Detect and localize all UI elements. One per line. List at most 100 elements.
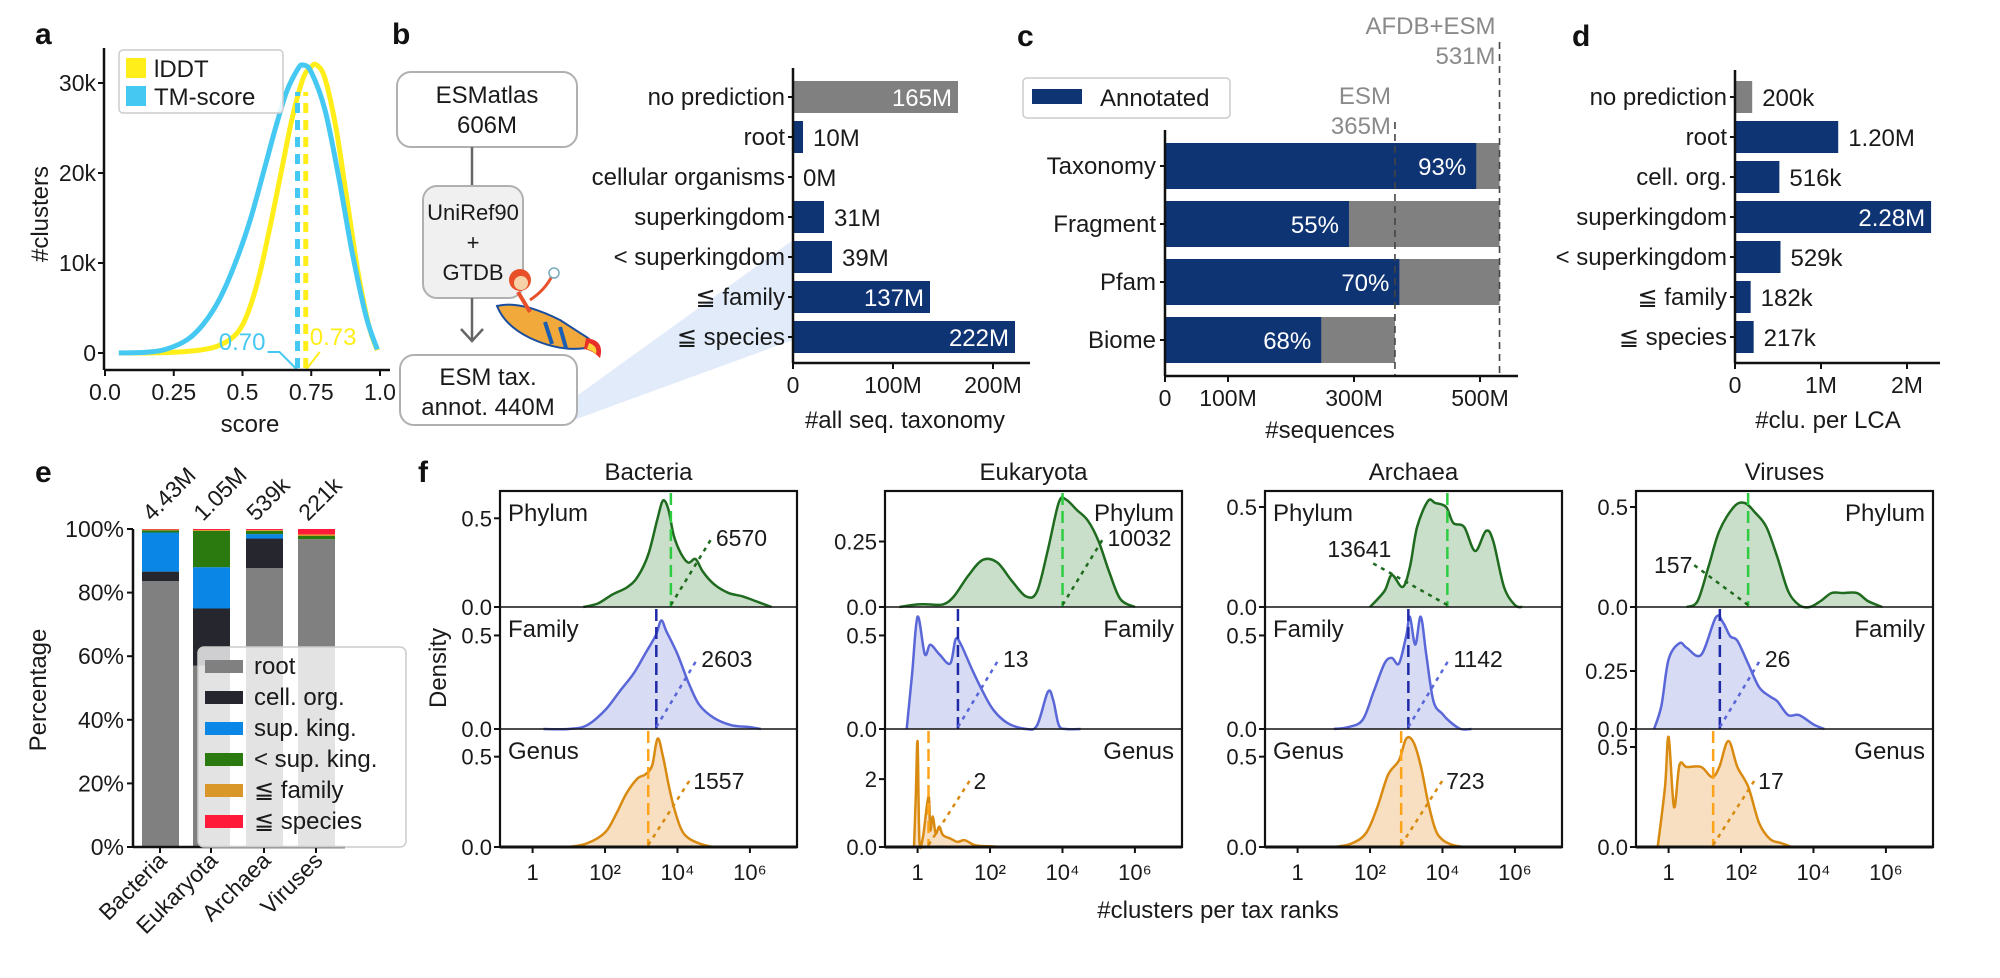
c-legend: Annotated [1022, 77, 1231, 119]
e-legend-box [197, 646, 407, 848]
a-legend-swatch-tmscore [126, 86, 146, 106]
c-percent-label: 93% [1418, 154, 1466, 181]
a-curve-lddt [118, 61, 380, 356]
d-bar-value-label: 182k [1761, 285, 1814, 312]
a-x-tick-label: 1.0 [364, 379, 396, 405]
c-percent-label: 68% [1263, 328, 1311, 355]
e-legend-swatch [205, 691, 243, 704]
e-bar-segment [142, 529, 179, 531]
f-density-curve-phylum [1369, 498, 1523, 609]
f-median-leader-phylum [1693, 563, 1749, 607]
e-legend-label: ≦ family [254, 777, 343, 804]
b-box-uniref-line3: GTDB [442, 260, 503, 285]
f-median-label-family: 13 [1003, 646, 1029, 672]
f-median-leader-phylum [1061, 537, 1105, 606]
c-x-tick-label: 300M [1325, 385, 1383, 411]
f-median-label-phylum: 157 [1654, 552, 1692, 578]
f-y-axis-label: Density [425, 628, 452, 708]
f-density-curve-genus [1656, 735, 1793, 849]
f-x-tick-label: 10² [974, 860, 1006, 885]
b-category-label: root [744, 124, 786, 151]
c-reference-label-line2: 365M [1331, 113, 1391, 140]
c-bar-annotated [1165, 317, 1322, 363]
f-density-curve-genus [912, 739, 1001, 850]
a-y-axis-label: #clusters [27, 166, 54, 262]
c-x-tick-label: 100M [1199, 385, 1257, 411]
b-bar [793, 121, 803, 153]
a-median-leader-tmscore [267, 351, 299, 371]
e-bar-segment [193, 529, 230, 530]
f-y-tick-label: 0.5 [1597, 495, 1628, 520]
a-x-tick-label: 0.5 [227, 379, 259, 405]
f-density-area-phylum [583, 500, 772, 607]
f-y-tick-label: 0.25 [834, 530, 877, 555]
e-y-axis-label: Percentage [25, 629, 52, 752]
e-bar-segment [246, 538, 283, 569]
e-y-tick-label: 20% [78, 770, 124, 796]
f-density-curve-phylum [899, 496, 1136, 609]
f-x-tick-label: 10⁶ [733, 860, 767, 885]
b-bar-value-label: 165M [892, 85, 952, 112]
f-density-area-genus [1657, 736, 1792, 847]
f-median-label-phylum: 6570 [716, 525, 767, 551]
e-legend-label: < sup. king. [254, 746, 377, 773]
f-y-tick-label: 0.0 [461, 835, 492, 860]
d-bar-value-label: 200k [1762, 85, 1815, 112]
f-rank-label-phylum: Phylum [508, 500, 588, 527]
b-category-label: cellular organisms [592, 164, 785, 191]
f-y-tick-label: 0.0 [846, 835, 877, 860]
e-legend: root cell. org. sup. king. < sup. king. ≦ fa… [197, 646, 407, 848]
e-bar-segment [142, 530, 179, 533]
a-legend-box [118, 49, 284, 114]
d-category-label: root [1686, 124, 1728, 151]
f-density-curve-family [905, 615, 1081, 731]
d-x-tick-label: 0 [1729, 372, 1742, 398]
f-median-leader-genus [927, 780, 971, 846]
c-legend-box [1022, 77, 1231, 119]
e-total-label: 221k [293, 472, 347, 526]
a-legend: lDDT TM-score [118, 49, 284, 114]
d-bar-value-label: 217k [1764, 325, 1817, 352]
f-y-tick-label: 0.0 [846, 717, 877, 742]
b-bar-value-label: 222M [949, 325, 1009, 352]
c-x-axis-label: #sequences [1265, 417, 1394, 444]
c-x-tick-label: 0 [1159, 385, 1172, 411]
f-y-tick-label: 0.0 [1226, 595, 1257, 620]
e-legend-swatch [205, 753, 243, 766]
f-rank-label-family: Family [1854, 616, 1925, 643]
f-density-area-genus [1315, 737, 1465, 848]
f-x-tick-label: 10⁶ [1869, 860, 1903, 885]
e-bar-segment [142, 581, 179, 847]
b-bar [793, 81, 958, 113]
f-y-tick-label: 0.5 [1226, 745, 1257, 770]
e-bar-segment [193, 529, 230, 531]
d-bar [1735, 81, 1753, 113]
c-bar-annotated [1165, 143, 1477, 189]
d-x-axis-label: #clu. per LCA [1755, 407, 1900, 434]
e-bar-segment [142, 571, 179, 582]
f-density-area-phylum [899, 497, 1135, 607]
panel-letter-d: d [1572, 20, 1590, 53]
a-y-tick-label: 0 [83, 340, 96, 366]
f-y-tick-label: 0.0 [461, 717, 492, 742]
e-legend-swatch [205, 784, 243, 797]
f-y-tick-label: 0.5 [461, 623, 492, 648]
c-percent-label: 55% [1291, 212, 1339, 239]
f-y-tick-label: 2 [865, 767, 877, 792]
f-x-tick-label: 1 [1291, 860, 1303, 885]
f-median-leader-family [655, 658, 699, 728]
f-x-tick-label: 10² [589, 860, 621, 885]
b-box-uniref-line1: UniRef90 [427, 200, 519, 225]
a-median-label-tmscore: 0.70 [219, 329, 266, 356]
panel-letter-e: e [35, 456, 52, 489]
e-bar-segment [246, 529, 283, 530]
b-category-label: < superkingdom [614, 244, 785, 271]
f-rank-label-genus: Genus [1103, 738, 1174, 765]
d-category-label: ≦ species [1619, 324, 1727, 351]
b-category-label: no prediction [648, 84, 785, 111]
panel-a-score-distribution: 0.70 0.73 0.0 0.25 0.5 0.75 1.0 0 10k 20k 30k sco… [27, 48, 396, 438]
c-bar-annotated [1165, 201, 1349, 247]
e-bar-segment [142, 529, 179, 530]
d-category-label: superkingdom [1576, 204, 1727, 231]
